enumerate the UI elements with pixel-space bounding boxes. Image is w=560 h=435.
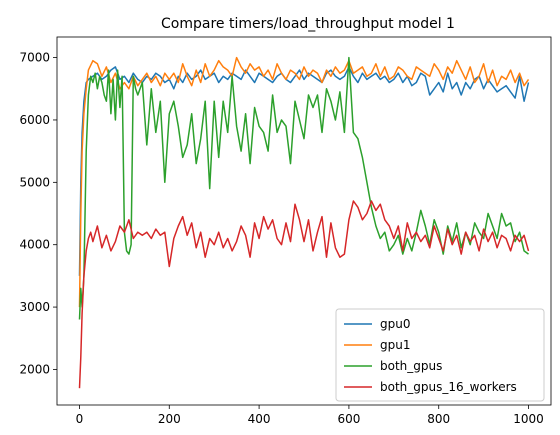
plot-lines	[78, 56, 530, 389]
x-tick-label: 1000	[513, 412, 544, 426]
series-line-both-gpus	[78, 56, 529, 320]
y-tick-label: 2000	[19, 362, 50, 376]
x-tick-label: 600	[337, 412, 360, 426]
legend-label-both-gpus-16-workers: both_gpus_16_workers	[380, 380, 517, 394]
y-tick-label: 6000	[19, 113, 50, 127]
axes: 0 200 400 600 800 1000 2000 3000 4000 5000 6000 700…	[19, 36, 552, 426]
x-tick-label: 200	[158, 412, 181, 426]
plot-frame	[56, 36, 552, 406]
y-tick-label: 7000	[19, 51, 50, 65]
x-tick-label: 0	[76, 412, 84, 426]
x-tick-label: 800	[427, 412, 450, 426]
legend-label-both-gpus: both_gpus	[380, 359, 442, 373]
y-tick-label: 5000	[19, 175, 50, 189]
series-line-gpu1	[78, 56, 530, 308]
legend-label-gpu0: gpu0	[380, 317, 410, 331]
legend: gpu0 gpu1 both_gpus both_gpus_16_workers	[335, 308, 545, 402]
legend-box	[335, 308, 545, 402]
x-tick-label: 400	[248, 412, 271, 426]
y-tick-label: 3000	[19, 300, 50, 314]
chart-title: Compare timers/load_throughput model 1	[161, 16, 455, 32]
y-tick-label: 4000	[19, 238, 50, 252]
series-line-gpu0	[78, 66, 530, 276]
legend-label-gpu1: gpu1	[380, 338, 410, 352]
series-line-both-gpus-16-workers	[78, 200, 530, 389]
